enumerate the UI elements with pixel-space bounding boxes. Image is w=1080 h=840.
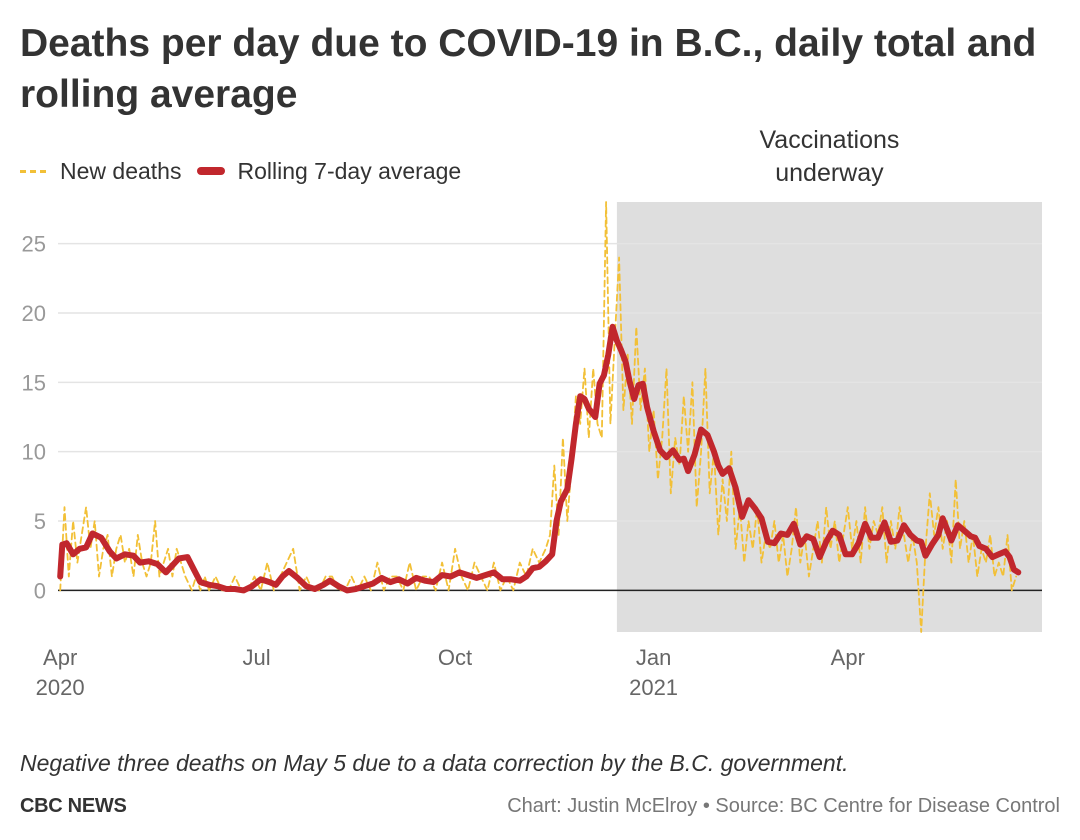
x-tick-label-3: Jan — [636, 645, 671, 670]
brand-logo: CBC NEWS — [20, 795, 127, 817]
x-tick-label-4: Apr — [831, 645, 865, 670]
legend-item-new-deaths: New deaths — [20, 158, 181, 185]
chart-title: Deaths per day due to COVID-19 in B.C., … — [20, 22, 1037, 116]
footnote: Negative three deaths on May 5 due to a … — [20, 750, 849, 776]
x-tick-label-0: Apr — [43, 645, 77, 670]
shaded-region-vaccinations — [616, 202, 1042, 632]
y-tick-label-10: 10 — [22, 440, 46, 465]
source-credit: Chart: Justin McElroy • Source: BC Centr… — [507, 795, 1060, 817]
line-chart: Vaccinations underway 0 5 10 15 20 25 Apr 2020 Jul… — [22, 126, 1042, 700]
x-tick-label-2: Oct — [438, 645, 472, 670]
annotation-line-2: underway — [775, 159, 884, 187]
legend-swatch-dashed — [20, 169, 46, 173]
y-tick-label-5: 5 — [34, 509, 46, 534]
x-tick-sublabel-0: 2020 — [36, 675, 85, 700]
legend-item-rolling-average: Rolling 7-day average — [197, 158, 461, 185]
annotation-line-1: Vaccinations — [759, 126, 899, 154]
legend-swatch-solid — [197, 167, 226, 175]
series-line-rolling-average — [57, 323, 1022, 594]
x-tick-label-1: Jul — [242, 645, 270, 670]
x-tick-sublabel-3: 2021 — [629, 675, 678, 700]
legend: New deaths Rolling 7-day average — [20, 154, 477, 188]
y-tick-label-20: 20 — [22, 301, 46, 326]
y-tick-label-15: 15 — [22, 370, 46, 395]
legend-label-rolling-average: Rolling 7-day average — [237, 157, 462, 184]
y-tick-label-25: 25 — [22, 232, 46, 257]
y-tick-label-0: 0 — [34, 578, 46, 603]
legend-label-new-deaths: New deaths — [60, 157, 182, 184]
